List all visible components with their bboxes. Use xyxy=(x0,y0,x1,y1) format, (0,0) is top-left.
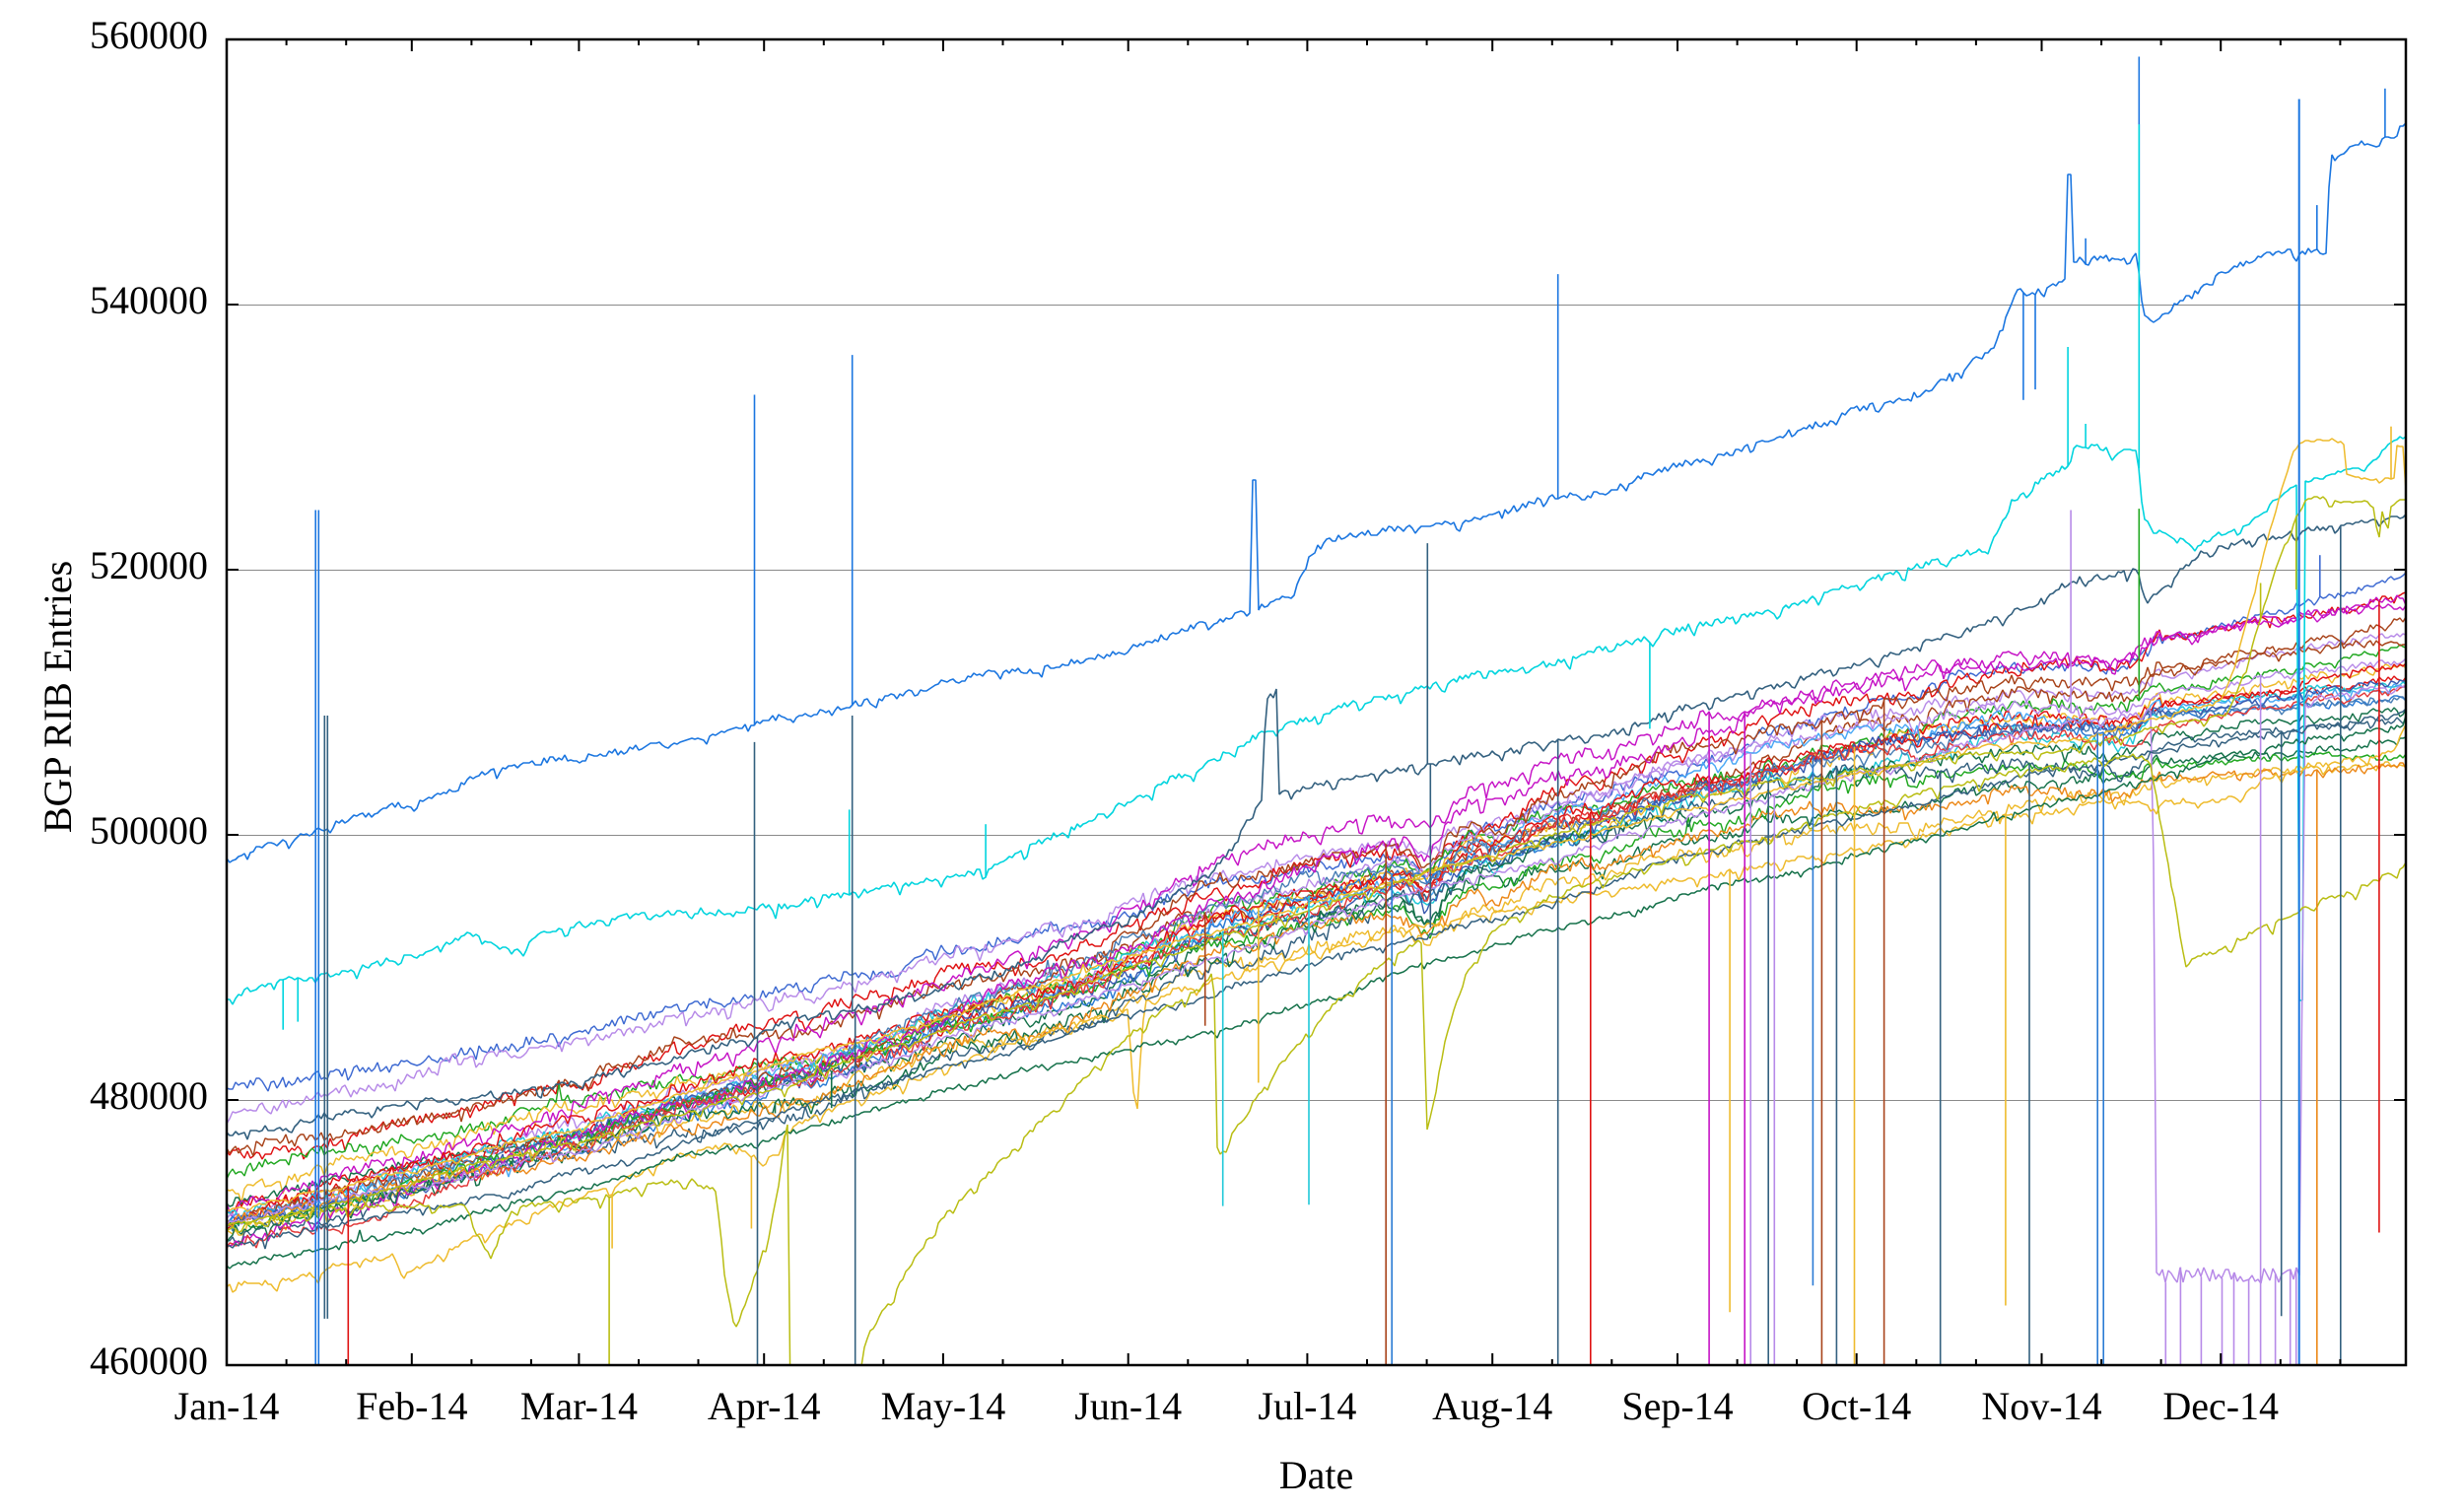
svg-text:Sep-14: Sep-14 xyxy=(1621,1384,1733,1428)
svg-text:560000: 560000 xyxy=(90,13,208,57)
svg-text:May-14: May-14 xyxy=(881,1384,1006,1428)
svg-text:460000: 460000 xyxy=(90,1339,208,1383)
svg-text:Apr-14: Apr-14 xyxy=(708,1384,821,1428)
svg-text:500000: 500000 xyxy=(90,808,208,853)
svg-text:Oct-14: Oct-14 xyxy=(1802,1384,1911,1428)
svg-text:Mar-14: Mar-14 xyxy=(520,1384,638,1428)
svg-text:Jan-14: Jan-14 xyxy=(174,1384,280,1428)
svg-text:Date: Date xyxy=(1279,1453,1354,1497)
svg-text:Dec-14: Dec-14 xyxy=(2162,1384,2279,1428)
svg-text:Jun-14: Jun-14 xyxy=(1074,1384,1182,1428)
svg-text:Jul-14: Jul-14 xyxy=(1258,1384,1356,1428)
svg-text:520000: 520000 xyxy=(90,543,208,587)
svg-text:Nov-14: Nov-14 xyxy=(1981,1384,2101,1428)
svg-text:540000: 540000 xyxy=(90,278,208,322)
svg-text:480000: 480000 xyxy=(90,1073,208,1118)
svg-text:Feb-14: Feb-14 xyxy=(356,1384,467,1428)
svg-text:Aug-14: Aug-14 xyxy=(1432,1384,1552,1428)
svg-text:BGP RIB Entries: BGP RIB Entries xyxy=(35,561,80,833)
